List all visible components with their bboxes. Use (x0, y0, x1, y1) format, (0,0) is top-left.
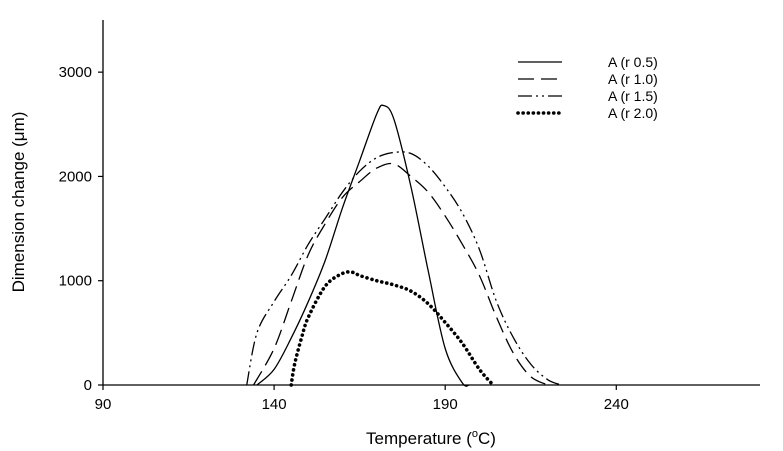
legend-label-3: A (r 1.5) (608, 88, 658, 104)
series-line-3 (246, 151, 562, 386)
x-tick-label: 190 (433, 396, 458, 413)
x-tick-label: 140 (262, 396, 287, 413)
series-layer (246, 104, 562, 387)
y-tick-label: 3000 (59, 64, 92, 81)
x-axis-label: Temperature (oC) (366, 428, 496, 448)
x-axis-label-suffix: C) (478, 429, 496, 448)
plot-frame (102, 20, 760, 386)
series-line-2 (252, 162, 549, 386)
series-line-4 (289, 270, 495, 387)
ticks: 90 140 190 240 0 1000 2000 3000 (59, 64, 629, 413)
legend-label-2: A (r 1.0) (608, 71, 658, 87)
y-tick-label: 1000 (59, 273, 92, 290)
legend: A (r 0.5)A (r 1.0)A (r 1.5)A (r 2.0) (516, 54, 658, 121)
y-tick-label: 0 (84, 377, 92, 394)
x-axis-label-text: Temperature ( (366, 429, 472, 448)
x-tick-label: 240 (604, 396, 629, 413)
y-tick-label: 2000 (59, 168, 92, 185)
y-axis-label: Dimension change (μm) (9, 112, 28, 293)
x-tick-label: 90 (95, 396, 112, 413)
x-axis-label-superscript: o (472, 428, 478, 440)
legend-label-1: A (r 0.5) (608, 54, 658, 70)
series-line-1 (256, 104, 470, 387)
legend-label-4: A (r 2.0) (608, 105, 658, 121)
